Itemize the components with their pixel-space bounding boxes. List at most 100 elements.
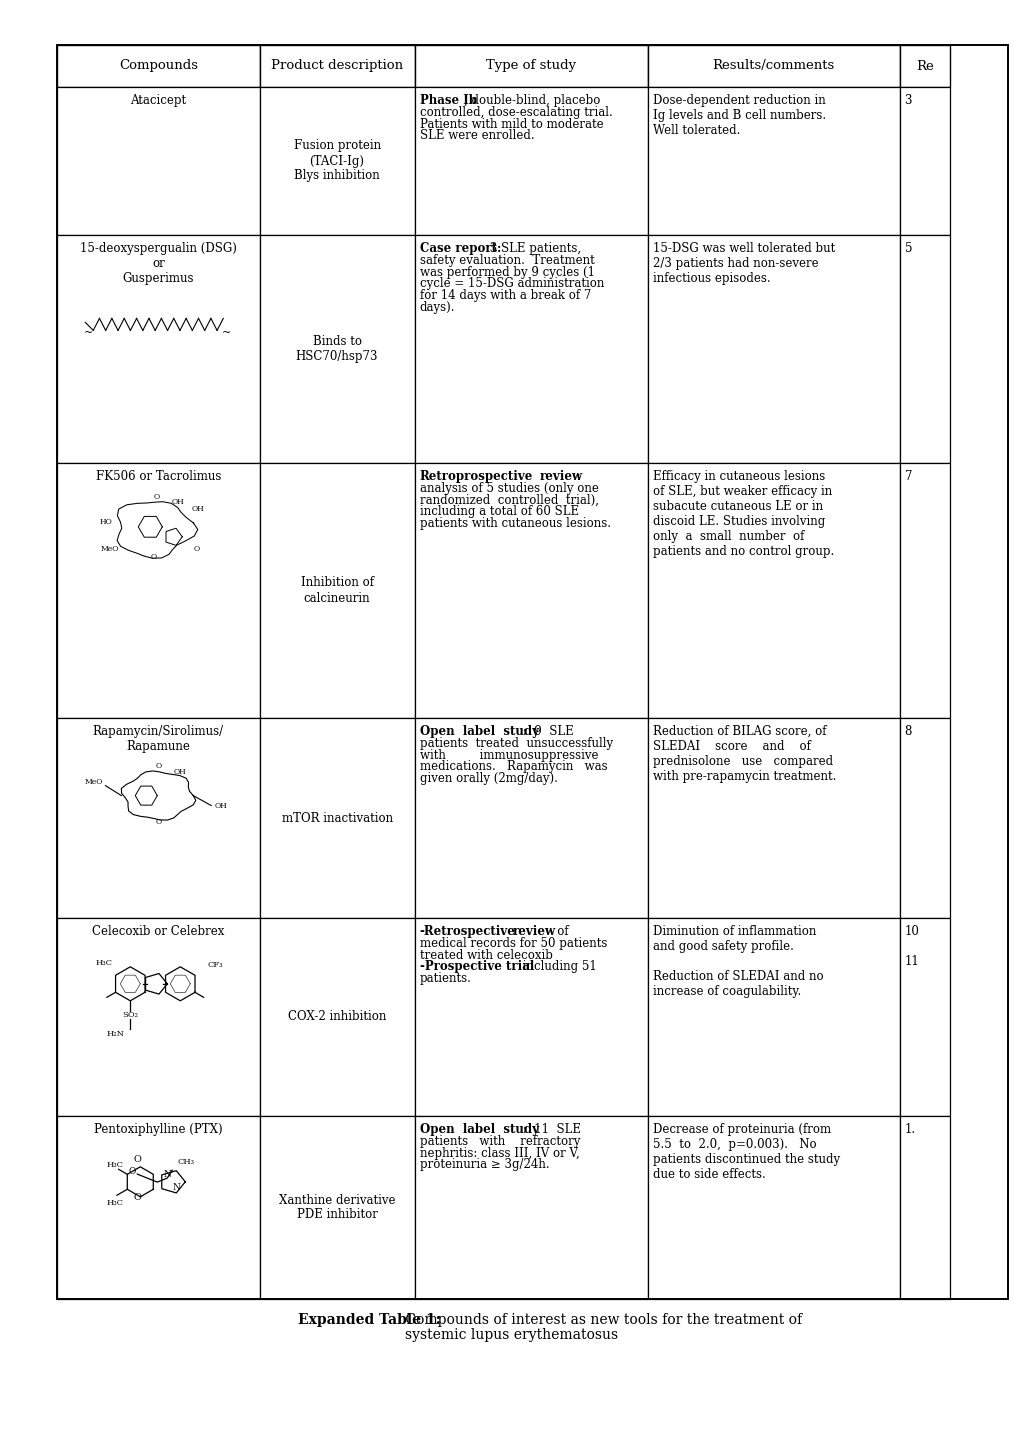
Text: medications.   Rapamycin   was: medications. Rapamycin was (419, 760, 606, 773)
Text: 10

11: 10 11 (904, 925, 918, 968)
Text: CH₃: CH₃ (177, 1159, 194, 1166)
Text: COX-2 inhibition: COX-2 inhibition (287, 1010, 386, 1023)
Text: Dose-dependent reduction in
Ig levels and B cell numbers.
Well tolerated.: Dose-dependent reduction in Ig levels an… (652, 94, 825, 137)
Text: Diminution of inflammation
and good safety profile.

Reduction of SLEDAI and no
: Diminution of inflammation and good safe… (652, 925, 822, 999)
Text: OH: OH (173, 768, 186, 775)
Text: systemic lupus erythematosus: systemic lupus erythematosus (405, 1328, 618, 1342)
Text: O: O (153, 494, 159, 501)
Text: controlled, dose-escalating trial.: controlled, dose-escalating trial. (419, 105, 611, 118)
Text: O: O (133, 1154, 141, 1165)
Text: HO: HO (100, 518, 112, 525)
Text: Results/comments: Results/comments (711, 59, 834, 72)
Bar (647, 719, 899, 918)
Bar (647, 463, 899, 719)
Text: nephritis: class III, IV or V,: nephritis: class III, IV or V, (419, 1147, 579, 1160)
Bar (259, 719, 414, 918)
Text: days).: days). (419, 302, 454, 315)
Text: Phase Ib: Phase Ib (419, 94, 476, 107)
Text: H₃C: H₃C (95, 958, 112, 967)
Bar (899, 1115, 949, 1299)
Text: H₃C: H₃C (106, 1199, 123, 1206)
Text: Open  label  study: Open label study (419, 1123, 538, 1136)
Bar (414, 918, 647, 1115)
Text: O: O (128, 1167, 137, 1176)
Text: Compounds of interest as new tools for the treatment of: Compounds of interest as new tools for t… (401, 1313, 802, 1328)
Text: treated with celecoxib: treated with celecoxib (419, 948, 552, 961)
Text: for 14 days with a break of 7: for 14 days with a break of 7 (419, 289, 590, 302)
Bar (899, 87, 949, 235)
Text: O: O (193, 545, 199, 553)
Text: safety evaluation.  Treatment: safety evaluation. Treatment (419, 254, 594, 267)
Text: FK506 or Tacrolimus: FK506 or Tacrolimus (96, 470, 221, 483)
Text: Decrease of proteinuria (from
5.5  to  2.0,  p=0.003).   No
patients discontinue: Decrease of proteinuria (from 5.5 to 2.0… (652, 1123, 839, 1180)
Bar (647, 87, 899, 235)
Text: -Retrospective: -Retrospective (419, 925, 515, 938)
Text: Patients with mild to moderate: Patients with mild to moderate (419, 117, 602, 131)
Text: O: O (155, 762, 161, 769)
Text: MeO: MeO (101, 545, 119, 553)
Text: including a total of 60 SLE: including a total of 60 SLE (419, 505, 578, 518)
Text: OH: OH (172, 498, 184, 506)
Text: Reduction of BILAG score, of
SLEDAI    score    and    of
prednisolone   use   c: Reduction of BILAG score, of SLEDAI scor… (652, 724, 836, 784)
Bar (899, 463, 949, 719)
Text: ~: ~ (221, 329, 230, 339)
Bar (57, 463, 259, 719)
Text: randomized  controlled  trial),: randomized controlled trial), (419, 494, 598, 506)
Text: SO₂: SO₂ (122, 1010, 139, 1019)
Bar (647, 1115, 899, 1299)
Text: 1.: 1. (904, 1123, 915, 1136)
Text: Expanded Table 1:: Expanded Table 1: (298, 1313, 440, 1328)
Bar (899, 719, 949, 918)
Text: SLE were enrolled.: SLE were enrolled. (419, 130, 534, 143)
Text: patients.: patients. (419, 973, 471, 986)
Bar (259, 45, 414, 87)
Text: cycle = 15-DSG administration: cycle = 15-DSG administration (419, 277, 603, 290)
Text: :: : (573, 470, 580, 483)
Text: -Prospective trial: -Prospective trial (419, 961, 533, 974)
Text: Binds to
HSC70/hsp73: Binds to HSC70/hsp73 (296, 335, 378, 364)
Text: :  9  SLE: : 9 SLE (519, 724, 574, 737)
Bar (259, 463, 414, 719)
Bar (57, 235, 259, 463)
Text: 15-deoxyspergualin (DSG)
or
Gusperimus: 15-deoxyspergualin (DSG) or Gusperimus (79, 242, 236, 286)
Text: medical records for 50 patients: medical records for 50 patients (419, 937, 606, 949)
Text: 3: 3 (904, 94, 911, 107)
Bar (414, 87, 647, 235)
Text: ~: ~ (84, 329, 93, 339)
Text: patients  treated  unsuccessfully: patients treated unsuccessfully (419, 737, 612, 750)
Text: patients with cutaneous lesions.: patients with cutaneous lesions. (419, 517, 610, 530)
Text: including 51: including 51 (519, 961, 597, 974)
Bar (414, 45, 647, 87)
Bar (259, 235, 414, 463)
Text: Compounds: Compounds (118, 59, 198, 72)
Bar (899, 918, 949, 1115)
Text: Rapamycin/Sirolimus/
Rapamune: Rapamycin/Sirolimus/ Rapamune (93, 724, 223, 753)
Text: analysis of 5 studies (only one: analysis of 5 studies (only one (419, 482, 598, 495)
Text: Re: Re (915, 59, 932, 72)
Bar (899, 235, 949, 463)
Text: , double-blind, placebo: , double-blind, placebo (464, 94, 600, 107)
Bar (647, 235, 899, 463)
Text: 3 SLE patients,: 3 SLE patients, (486, 242, 581, 255)
Text: Product description: Product description (271, 59, 403, 72)
Text: patients   with    refractory: patients with refractory (419, 1134, 580, 1147)
Text: was performed by 9 cycles (1: was performed by 9 cycles (1 (419, 266, 594, 278)
Text: Type of study: Type of study (485, 59, 576, 72)
Text: O: O (133, 1193, 141, 1202)
Text: MeO: MeO (85, 778, 103, 785)
Text: with         immunosuppressive: with immunosuppressive (419, 749, 597, 762)
Bar (57, 719, 259, 918)
Text: mTOR inactivation: mTOR inactivation (281, 811, 392, 824)
Text: proteinuria ≥ 3g/24h.: proteinuria ≥ 3g/24h. (419, 1159, 548, 1172)
Text: Open  label  study: Open label study (419, 724, 538, 737)
Text: H₂N: H₂N (106, 1030, 124, 1038)
Text: 15-DSG was well tolerated but
2/3 patients had non-severe
infectious episodes.: 15-DSG was well tolerated but 2/3 patien… (652, 242, 834, 286)
Bar (259, 1115, 414, 1299)
Bar (259, 87, 414, 235)
Bar (414, 463, 647, 719)
Text: H₃C: H₃C (106, 1160, 123, 1169)
Text: 5: 5 (904, 242, 911, 255)
Text: Efficacy in cutaneous lesions
of SLE, but weaker efficacy in
subacute cutaneous : Efficacy in cutaneous lesions of SLE, bu… (652, 470, 833, 558)
Text: N: N (172, 1183, 180, 1192)
Text: review: review (539, 470, 582, 483)
